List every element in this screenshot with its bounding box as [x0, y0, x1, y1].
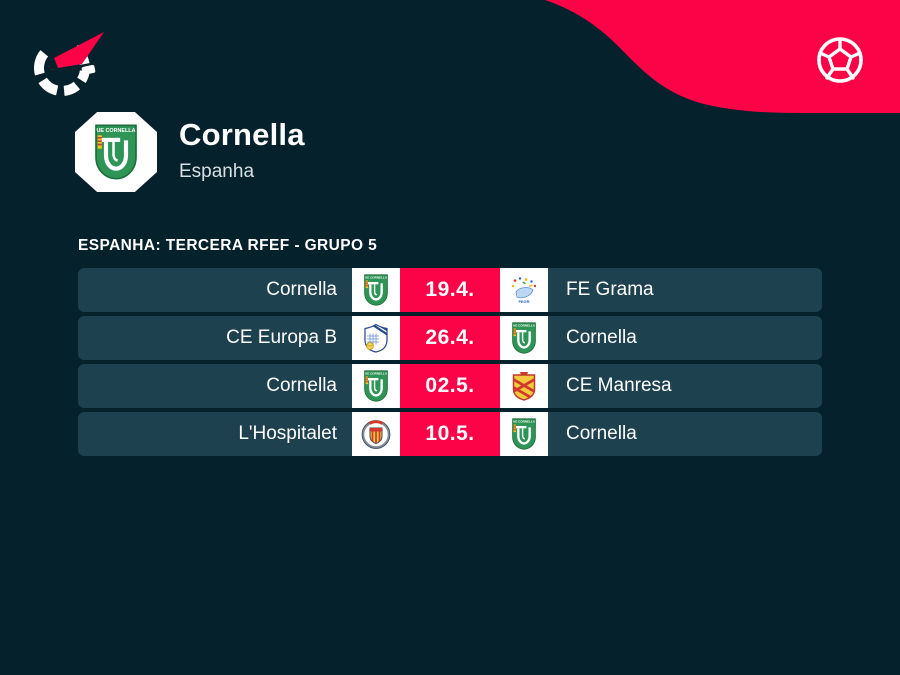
match-date: 19.4. [400, 268, 500, 312]
page-title: Cornella [179, 117, 305, 152]
svg-text:UE CORNELLA: UE CORNELLA [96, 128, 135, 134]
away-team-name: FE Grama [566, 279, 654, 300]
club-badge: UE CORNELLA [75, 112, 157, 192]
svg-text:UE CORNELLA: UE CORNELLA [513, 324, 536, 328]
league-header[interactable]: ESPANHA: TERCERA RFEF - GRUPO 5 [78, 237, 378, 254]
home-team-name: Cornella [266, 375, 337, 396]
fixture-row[interactable]: Cornella UE CORNELLA 19.4. FEGR FE Grama [78, 268, 822, 312]
home-team-name: CE Europa B [226, 327, 337, 348]
home-team-name: L'Hospitalet [238, 423, 337, 444]
home-team-badge: UE CORNELLA [352, 268, 400, 312]
away-team-badge: FEGR [500, 268, 548, 312]
home-team-badge [352, 412, 400, 456]
fixtures-list: Cornella UE CORNELLA 19.4. FEGR FE Grama… [78, 268, 822, 456]
match-date: 02.5. [400, 364, 500, 408]
logo-dash [81, 65, 96, 75]
fixture-row[interactable]: L'Hospitalet 10.5. UE CORNELLA Cornella [78, 412, 822, 456]
fixture-row[interactable]: CE Europa B 26.4. UE CORNELLA Cornella [78, 316, 822, 360]
home-team-badge [352, 316, 400, 360]
fixture-row[interactable]: Cornella UE CORNELLA 02.5. CE Manresa [78, 364, 822, 408]
logo-arrow [54, 32, 104, 68]
home-team-badge: UE CORNELLA [352, 364, 400, 408]
club-country: Espanha [179, 161, 255, 183]
svg-text:UE CORNELLA: UE CORNELLA [365, 276, 388, 280]
away-team-name: Cornella [566, 423, 637, 444]
match-date: 26.4. [400, 316, 500, 360]
football-icon [817, 37, 863, 83]
away-team-badge [500, 364, 548, 408]
svg-text:UE CORNELLA: UE CORNELLA [513, 420, 536, 424]
flashscore-logo[interactable] [22, 26, 108, 98]
svg-text:FEGR: FEGR [518, 299, 529, 304]
club-header: UE CORNELLA Cornella Espanha [75, 112, 305, 192]
header-accent-shape [545, 0, 900, 113]
away-team-badge: UE CORNELLA [500, 316, 548, 360]
match-date: 10.5. [400, 412, 500, 456]
away-team-name: CE Manresa [566, 375, 672, 396]
away-team-badge: UE CORNELLA [500, 412, 548, 456]
svg-text:UE CORNELLA: UE CORNELLA [365, 372, 388, 376]
home-team-name: Cornella [266, 279, 337, 300]
away-team-name: Cornella [566, 327, 637, 348]
